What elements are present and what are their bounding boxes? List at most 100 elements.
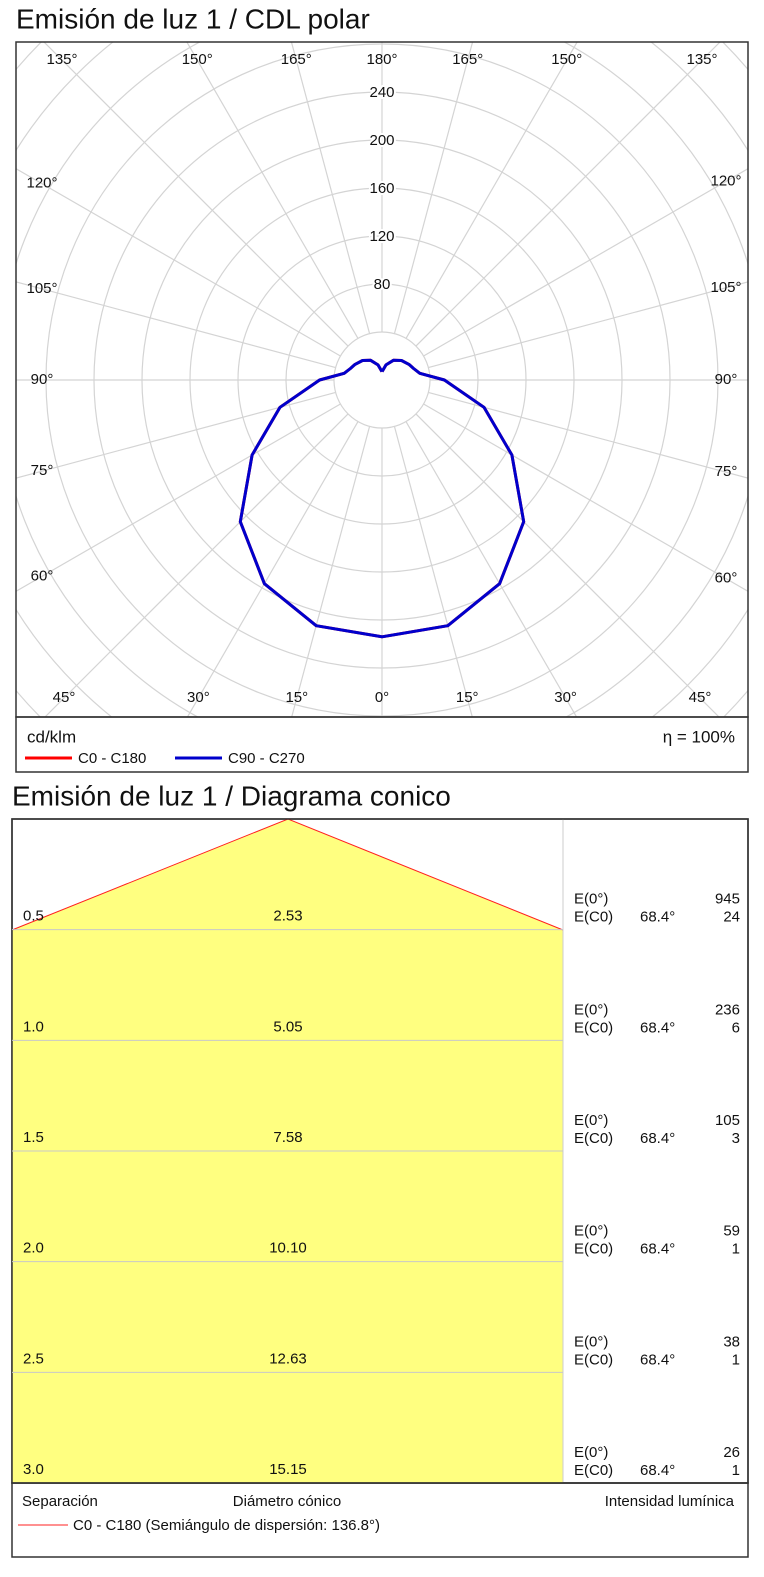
radial-line xyxy=(186,421,359,717)
radial-line xyxy=(43,42,349,347)
ec0-angle: 68.4° xyxy=(640,1351,675,1368)
radial-line xyxy=(428,391,748,479)
ec0-angle: 68.4° xyxy=(640,1130,675,1147)
angle-tick-label: 15° xyxy=(456,689,479,706)
e0-value: 945 xyxy=(715,891,740,908)
e0-value: 38 xyxy=(723,1333,740,1350)
ec0-label: E(C0) xyxy=(574,1019,613,1036)
radial-line xyxy=(16,391,336,479)
unit-label: cd/klm xyxy=(27,727,76,746)
radial-line xyxy=(290,42,371,334)
ec0-angle: 68.4° xyxy=(640,1241,675,1258)
radial-line xyxy=(405,421,578,717)
cone-title: Emisión de luz 1 / Diagrama conico xyxy=(12,780,451,811)
angle-tick-label: 105° xyxy=(26,280,57,297)
e0-value: 26 xyxy=(723,1444,740,1461)
radial-line xyxy=(291,426,371,717)
e0-label: E(0°) xyxy=(574,1223,608,1240)
ec0-label: E(C0) xyxy=(574,1241,613,1258)
e0-label: E(0°) xyxy=(574,1333,608,1350)
angle-tick-label: 45° xyxy=(53,689,76,706)
footer-intensity: Intensidad lumínica xyxy=(605,1493,735,1510)
e0-value: 105 xyxy=(715,1112,740,1129)
angle-tick-label: 120° xyxy=(26,175,57,192)
ec0-value: 1 xyxy=(732,1462,740,1479)
polar-title: Emisión de luz 1 / CDL polar xyxy=(16,3,370,34)
diameter: 10.10 xyxy=(269,1240,307,1257)
angle-tick-label: 180° xyxy=(366,51,397,68)
angle-tick-label: 45° xyxy=(689,689,712,706)
diameter: 5.05 xyxy=(273,1018,302,1035)
ec0-value: 6 xyxy=(732,1019,740,1036)
angle-tick-label: 165° xyxy=(281,51,312,68)
angle-tick-label: 0° xyxy=(375,689,389,706)
r-tick-label: 120 xyxy=(369,228,394,245)
radial-line xyxy=(16,281,336,369)
e0-label: E(0°) xyxy=(574,1001,608,1018)
polar-legend-frame xyxy=(15,716,749,773)
radial-line xyxy=(16,403,341,593)
ec0-value: 1 xyxy=(732,1351,740,1368)
angle-tick-label: 75° xyxy=(715,463,738,480)
footer-separation: Separación xyxy=(22,1493,98,1510)
diameter: 7.58 xyxy=(273,1129,302,1146)
angle-tick-label: 60° xyxy=(31,567,54,584)
radial-line xyxy=(393,42,474,334)
legend-label: C90 - C270 xyxy=(228,750,305,767)
angle-tick-label: 90° xyxy=(715,371,738,388)
e0-value: 236 xyxy=(715,1001,740,1018)
angle-tick-label: 15° xyxy=(285,689,308,706)
series-line xyxy=(238,358,526,639)
separation: 3.0 xyxy=(23,1461,44,1478)
separation: 1.0 xyxy=(23,1018,44,1035)
ec0-label: E(C0) xyxy=(574,1462,613,1479)
r-tick-label: 200 xyxy=(369,132,394,149)
e0-label: E(0°) xyxy=(574,1444,608,1461)
legend-label: C0 - C180 xyxy=(78,750,146,767)
r-tick-label: 80 xyxy=(374,276,391,293)
radial-line xyxy=(16,167,341,357)
ec0-value: 24 xyxy=(723,909,740,926)
e0-value: 59 xyxy=(723,1223,740,1240)
radial-line xyxy=(423,403,748,593)
ec0-value: 1 xyxy=(732,1241,740,1258)
footer-legend: C0 - C180 (Semiángulo de dispersión: 136… xyxy=(73,1517,380,1534)
ec0-angle: 68.4° xyxy=(640,909,675,926)
angle-tick-label: 135° xyxy=(46,51,77,68)
e0-label: E(0°) xyxy=(574,891,608,908)
ec0-label: E(C0) xyxy=(574,909,613,926)
angle-tick-label: 30° xyxy=(554,689,577,706)
separation: 2.5 xyxy=(23,1350,44,1367)
footer-diameter: Diámetro cónico xyxy=(233,1493,341,1510)
radial-line xyxy=(415,413,720,717)
polar-plot: 80 120 160 200 240 xyxy=(16,42,748,717)
ec0-value: 3 xyxy=(732,1130,740,1147)
separation: 2.0 xyxy=(23,1240,44,1257)
radial-line xyxy=(428,281,748,369)
radial-line xyxy=(393,426,473,717)
angle-tick-label: 30° xyxy=(187,689,210,706)
angle-tick-label: 165° xyxy=(452,51,483,68)
separation: 1.5 xyxy=(23,1129,44,1146)
angle-tick-label: 90° xyxy=(31,371,54,388)
radial-line xyxy=(186,42,359,339)
r-tick-label: 240 xyxy=(369,84,394,101)
e0-label: E(0°) xyxy=(574,1112,608,1129)
cone-footer-frame xyxy=(11,1482,749,1558)
radial-line xyxy=(44,413,349,717)
diameter: 15.15 xyxy=(269,1461,307,1478)
angle-tick-label: 135° xyxy=(686,51,717,68)
diameter: 12.63 xyxy=(269,1350,307,1367)
angle-tick-label: 150° xyxy=(182,51,213,68)
ec0-label: E(C0) xyxy=(574,1351,613,1368)
angle-tick-label: 120° xyxy=(710,172,741,189)
angle-tick-label: 60° xyxy=(715,570,738,587)
ec0-angle: 68.4° xyxy=(640,1462,675,1479)
grid-ring xyxy=(333,331,431,429)
angle-tick-label: 105° xyxy=(710,279,741,296)
angle-tick-label: 150° xyxy=(551,51,582,68)
diameter: 2.53 xyxy=(273,908,302,925)
separation: 0.5 xyxy=(23,908,44,925)
angle-tick-label: 75° xyxy=(31,462,54,479)
